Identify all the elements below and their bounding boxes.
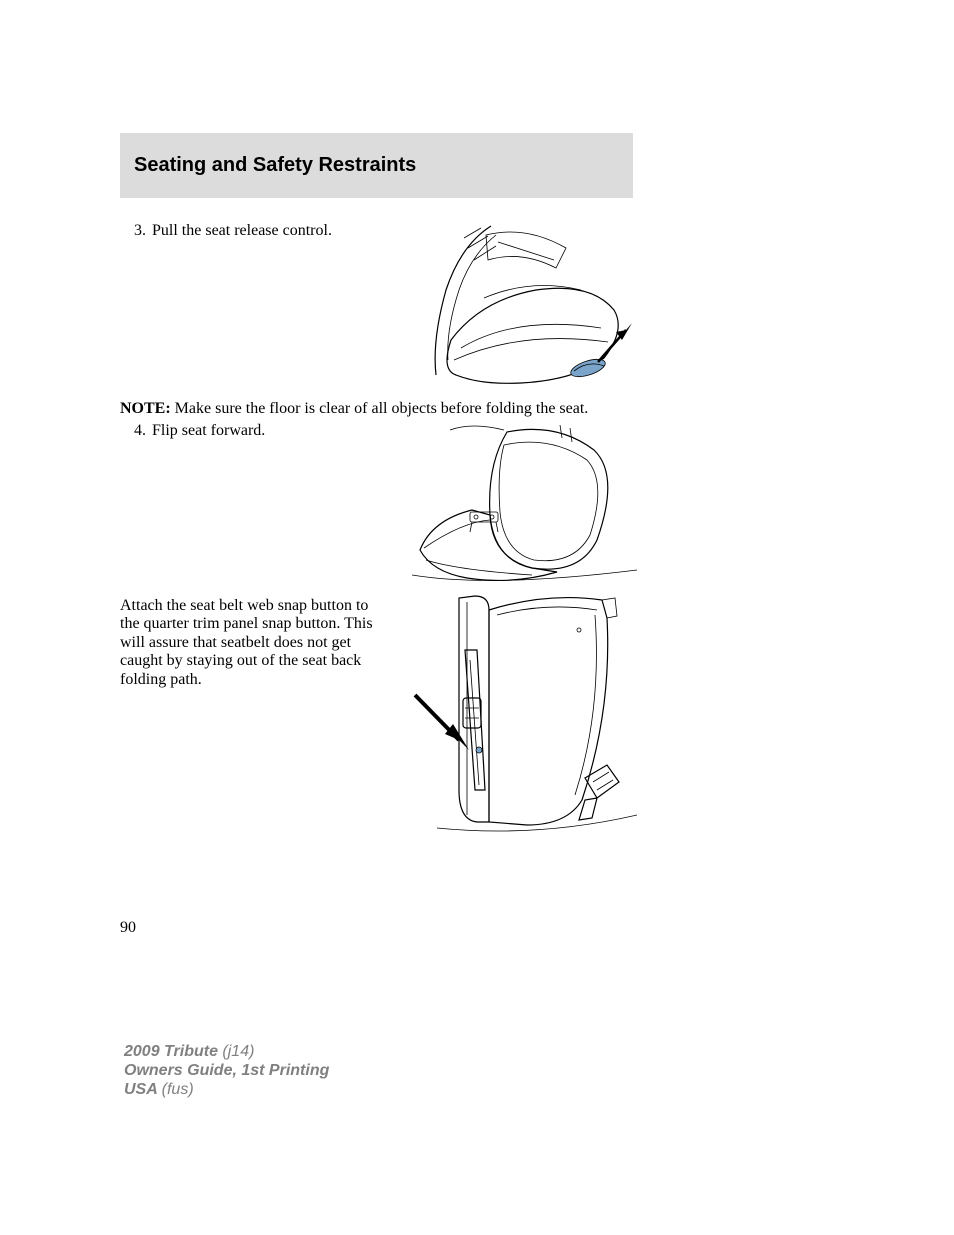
section-header: Seating and Safety Restraints: [120, 133, 633, 198]
section-title: Seating and Safety Restraints: [134, 154, 416, 177]
page-number: 90: [120, 919, 136, 937]
paragraph-snap-button: Attach the seat belt web snap button to …: [120, 597, 380, 689]
step-3: 3. Pull the seat release control.: [128, 222, 332, 240]
snap-button-illustration: [397, 590, 637, 840]
step-4-text: Flip seat forward.: [152, 422, 265, 439]
footer-region: USA: [124, 1081, 162, 1098]
seat-release-illustration: [426, 220, 636, 390]
step-3-number: 3.: [128, 222, 146, 240]
footer: 2009 Tribute (j14) Owners Guide, 1st Pri…: [124, 1042, 329, 1100]
footer-code1: (j14): [222, 1043, 254, 1060]
snap-button-svg: [397, 590, 637, 840]
footer-line-1: 2009 Tribute (j14): [124, 1042, 329, 1061]
seat-release-svg: [426, 220, 636, 390]
flip-forward-svg: [412, 420, 637, 585]
note: NOTE: Make sure the floor is clear of al…: [120, 400, 633, 418]
footer-code2: (fus): [162, 1081, 194, 1098]
flip-forward-illustration: [412, 420, 637, 585]
note-label: NOTE:: [120, 400, 171, 417]
step-4: 4. Flip seat forward.: [128, 422, 265, 440]
step-4-number: 4.: [128, 422, 146, 440]
footer-line-3: USA (fus): [124, 1080, 329, 1099]
step-3-text: Pull the seat release control.: [152, 222, 332, 239]
footer-line-2: Owners Guide, 1st Printing: [124, 1061, 329, 1080]
note-text: Make sure the floor is clear of all obje…: [171, 400, 589, 417]
footer-model: 2009 Tribute: [124, 1043, 222, 1060]
